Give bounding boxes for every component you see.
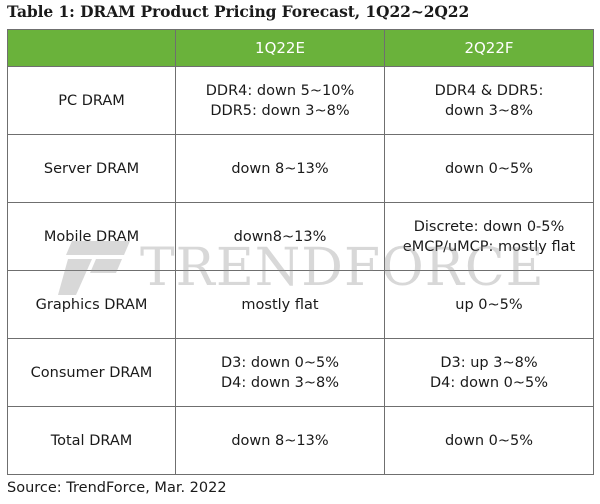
cell-line: D4: down 3~8% bbox=[221, 374, 339, 391]
header-2q22f: 2Q22F bbox=[384, 29, 594, 67]
cell-2q22f: down 0~5% bbox=[384, 406, 594, 475]
header-row: 1Q22E 2Q22F bbox=[7, 29, 594, 67]
header-empty-cell bbox=[7, 29, 176, 67]
cell-line: down 0~5% bbox=[444, 432, 534, 449]
table-row: PC DRAM DDR4: down 5~10% DDR5: down 3~8%… bbox=[7, 66, 594, 135]
cell-line: down 8~13% bbox=[231, 160, 329, 177]
cell-line: down 0~5% bbox=[444, 160, 534, 177]
table-title: Table 1: DRAM Product Pricing Forecast, … bbox=[7, 2, 470, 21]
row-label: Mobile DRAM bbox=[7, 202, 176, 271]
cell-2q22f: down 0~5% bbox=[384, 134, 594, 203]
cell-1q22e: mostly flat bbox=[175, 270, 385, 339]
cell-2q22f: up 0~5% bbox=[384, 270, 594, 339]
table-row: Mobile DRAM down8~13% Discrete: down 0-5… bbox=[7, 202, 594, 271]
cell-1q22e: down 8~13% bbox=[175, 134, 385, 203]
cell-line: eMCP/uMCP: mostly flat bbox=[402, 238, 576, 255]
cell-1q22e: DDR4: down 5~10% DDR5: down 3~8% bbox=[175, 66, 385, 135]
cell-line: up 0~5% bbox=[455, 296, 523, 313]
pricing-forecast-table: 1Q22E 2Q22F PC DRAM DDR4: down 5~10% DDR… bbox=[7, 29, 594, 475]
cell-line: mostly flat bbox=[241, 296, 319, 313]
cell-2q22f: D3: up 3~8% D4: down 0~5% bbox=[384, 338, 594, 407]
source-note: Source: TrendForce, Mar. 2022 bbox=[7, 480, 227, 496]
cell-2q22f: Discrete: down 0-5% eMCP/uMCP: mostly fl… bbox=[384, 202, 594, 271]
row-label: Graphics DRAM bbox=[7, 270, 176, 339]
cell-2q22f: DDR4 & DDR5: down 3~8% bbox=[384, 66, 594, 135]
cell-line: D3: up 3~8% bbox=[440, 354, 538, 371]
row-label: PC DRAM bbox=[7, 66, 176, 135]
cell-line: DDR4 & DDR5: bbox=[434, 82, 544, 99]
row-label: Consumer DRAM bbox=[7, 338, 176, 407]
table-row: Server DRAM down 8~13% down 0~5% bbox=[7, 134, 594, 203]
cell-line: DDR5: down 3~8% bbox=[210, 102, 350, 119]
cell-line: Discrete: down 0-5% bbox=[413, 218, 565, 235]
cell-1q22e: D3: down 0~5% D4: down 3~8% bbox=[175, 338, 385, 407]
cell-line: D3: down 0~5% bbox=[221, 354, 339, 371]
cell-line: down8~13% bbox=[233, 228, 327, 245]
cell-line: down 3~8% bbox=[444, 102, 534, 119]
table-row: Consumer DRAM D3: down 0~5% D4: down 3~8… bbox=[7, 338, 594, 407]
table-row: Total DRAM down 8~13% down 0~5% bbox=[7, 406, 594, 475]
cell-line: down 8~13% bbox=[231, 432, 329, 449]
cell-line: DDR4: down 5~10% bbox=[205, 82, 355, 99]
cell-1q22e: down 8~13% bbox=[175, 406, 385, 475]
row-label: Total DRAM bbox=[7, 406, 176, 475]
cell-1q22e: down8~13% bbox=[175, 202, 385, 271]
row-label: Server DRAM bbox=[7, 134, 176, 203]
table-row: Graphics DRAM mostly flat up 0~5% bbox=[7, 270, 594, 339]
header-1q22e: 1Q22E bbox=[175, 29, 385, 67]
cell-line: D4: down 0~5% bbox=[430, 374, 548, 391]
